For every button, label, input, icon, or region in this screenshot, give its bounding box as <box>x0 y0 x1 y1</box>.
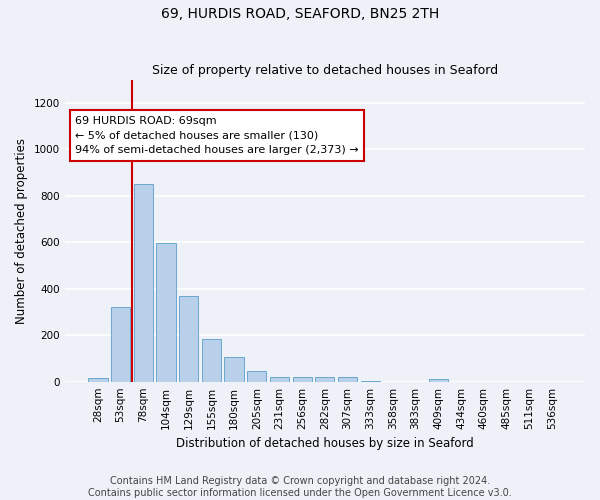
Bar <box>338 377 357 382</box>
Bar <box>247 370 266 382</box>
Text: 69, HURDIS ROAD, SEAFORD, BN25 2TH: 69, HURDIS ROAD, SEAFORD, BN25 2TH <box>161 8 439 22</box>
Bar <box>179 296 199 382</box>
Text: Contains HM Land Registry data © Crown copyright and database right 2024.
Contai: Contains HM Land Registry data © Crown c… <box>88 476 512 498</box>
Y-axis label: Number of detached properties: Number of detached properties <box>15 138 28 324</box>
Bar <box>293 378 312 382</box>
Title: Size of property relative to detached houses in Seaford: Size of property relative to detached ho… <box>152 64 498 77</box>
X-axis label: Distribution of detached houses by size in Seaford: Distribution of detached houses by size … <box>176 437 474 450</box>
Bar <box>361 380 380 382</box>
Bar <box>428 379 448 382</box>
Bar <box>134 184 153 382</box>
Bar <box>157 244 176 382</box>
Text: 69 HURDIS ROAD: 69sqm
← 5% of detached houses are smaller (130)
94% of semi-deta: 69 HURDIS ROAD: 69sqm ← 5% of detached h… <box>75 116 359 156</box>
Bar <box>111 308 130 382</box>
Bar <box>224 358 244 382</box>
Bar <box>315 378 334 382</box>
Bar <box>88 378 107 382</box>
Bar <box>202 338 221 382</box>
Bar <box>270 376 289 382</box>
